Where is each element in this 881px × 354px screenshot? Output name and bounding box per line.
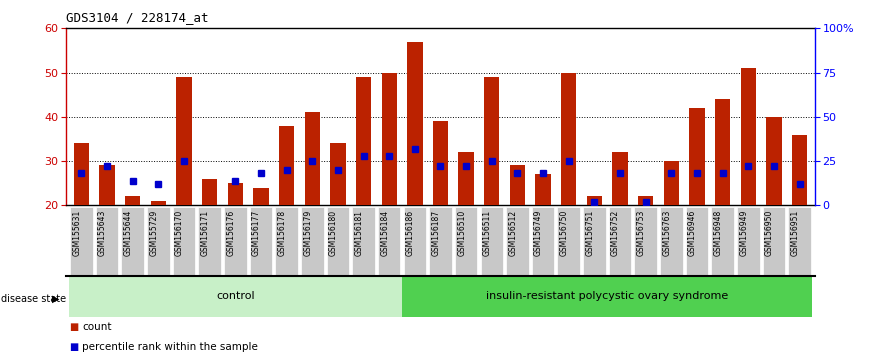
Bar [689, 108, 705, 205]
Bar [122, 207, 144, 277]
Bar [612, 152, 627, 205]
Text: GSM156181: GSM156181 [354, 210, 364, 256]
Text: insulin-resistant polycystic ovary syndrome: insulin-resistant polycystic ovary syndr… [486, 291, 729, 302]
Bar [763, 207, 785, 277]
Text: GSM156176: GSM156176 [226, 210, 235, 256]
Text: GSM156750: GSM156750 [559, 210, 569, 256]
Text: percentile rank within the sample: percentile rank within the sample [82, 342, 258, 352]
Bar [458, 152, 474, 205]
Bar [227, 183, 243, 205]
Bar [429, 207, 452, 277]
Bar [96, 207, 118, 277]
Bar [254, 188, 269, 205]
Bar [327, 207, 349, 277]
Text: GSM156180: GSM156180 [329, 210, 338, 256]
Bar [173, 207, 196, 277]
Bar [561, 73, 576, 205]
Bar [330, 143, 345, 205]
Text: GSM156751: GSM156751 [585, 210, 595, 256]
Text: GSM155644: GSM155644 [123, 210, 133, 256]
Bar [507, 207, 529, 277]
Text: GSM156749: GSM156749 [534, 210, 543, 256]
Bar [638, 196, 654, 205]
Bar [100, 166, 115, 205]
Text: GSM156177: GSM156177 [252, 210, 261, 256]
Text: GSM156510: GSM156510 [457, 210, 466, 256]
Text: GSM155643: GSM155643 [98, 210, 107, 256]
Bar [378, 207, 401, 277]
Bar [583, 207, 605, 277]
Bar [484, 77, 500, 205]
Bar [249, 207, 272, 277]
Text: ■: ■ [69, 342, 78, 352]
Text: GSM156949: GSM156949 [739, 210, 748, 256]
Bar [480, 207, 503, 277]
Text: GSM156170: GSM156170 [175, 210, 184, 256]
Bar [301, 207, 323, 277]
Text: GDS3104 / 228174_at: GDS3104 / 228174_at [66, 11, 209, 24]
Bar [176, 77, 192, 205]
Text: GSM156179: GSM156179 [303, 210, 312, 256]
Bar [587, 196, 602, 205]
Bar [634, 207, 657, 277]
Bar [711, 207, 734, 277]
Bar [737, 207, 759, 277]
Bar [305, 113, 320, 205]
Text: GSM156753: GSM156753 [637, 210, 646, 256]
Bar [381, 73, 397, 205]
Text: GSM156511: GSM156511 [483, 210, 492, 256]
Text: disease state: disease state [1, 294, 66, 304]
Bar [510, 166, 525, 205]
Bar [407, 42, 423, 205]
Bar [660, 207, 683, 277]
Text: GSM156171: GSM156171 [201, 210, 210, 256]
Bar [433, 121, 448, 205]
Bar [766, 117, 781, 205]
Bar [663, 161, 679, 205]
Bar [224, 207, 247, 277]
Bar [279, 126, 294, 205]
Text: GSM156951: GSM156951 [790, 210, 800, 256]
Bar [74, 143, 89, 205]
Text: GSM156752: GSM156752 [611, 210, 620, 256]
Text: GSM156186: GSM156186 [406, 210, 415, 256]
Bar [741, 68, 756, 205]
Text: GSM156950: GSM156950 [765, 210, 774, 256]
Text: count: count [82, 322, 111, 332]
Bar [455, 207, 478, 277]
Text: GSM156184: GSM156184 [381, 210, 389, 256]
Text: GSM155729: GSM155729 [150, 210, 159, 256]
Text: GSM156946: GSM156946 [688, 210, 697, 256]
Bar [151, 201, 167, 205]
Bar [402, 276, 812, 317]
Text: ▶: ▶ [52, 294, 60, 304]
Bar [558, 207, 580, 277]
Text: ■: ■ [69, 322, 78, 332]
Bar [276, 207, 298, 277]
Bar [536, 175, 551, 205]
Bar [198, 207, 221, 277]
Text: GSM156178: GSM156178 [278, 210, 286, 256]
Text: GSM155631: GSM155631 [72, 210, 81, 256]
Bar [685, 207, 708, 277]
Bar [792, 135, 807, 205]
Bar [202, 179, 218, 205]
Bar [403, 207, 426, 277]
Bar [788, 207, 811, 277]
Text: GSM156187: GSM156187 [432, 210, 440, 256]
Bar [69, 276, 402, 317]
Text: GSM156763: GSM156763 [663, 210, 671, 256]
Bar [352, 207, 374, 277]
Bar [70, 207, 93, 277]
Bar [714, 99, 730, 205]
Bar [125, 196, 140, 205]
Bar [532, 207, 554, 277]
Bar [356, 77, 371, 205]
Text: GSM156512: GSM156512 [508, 210, 517, 256]
Text: control: control [216, 291, 255, 302]
Bar [147, 207, 170, 277]
Text: GSM156948: GSM156948 [714, 210, 722, 256]
Bar [609, 207, 632, 277]
